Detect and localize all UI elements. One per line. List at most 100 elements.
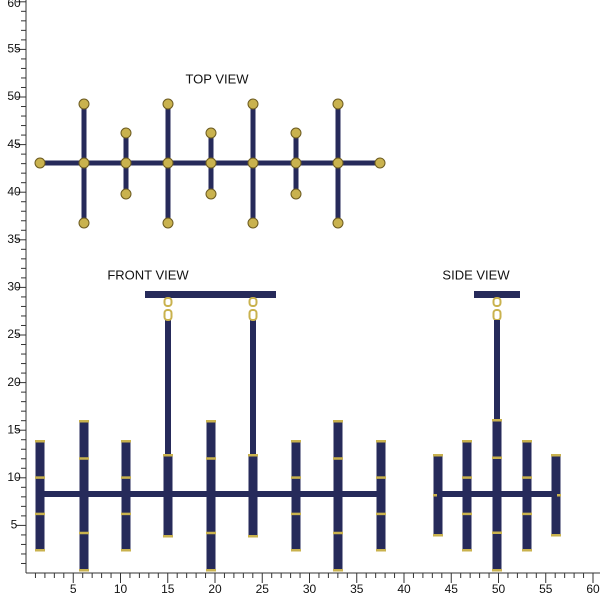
x-tick-label: 5 xyxy=(70,582,77,596)
x-tick-label: 15 xyxy=(161,582,175,596)
part xyxy=(35,549,45,552)
knob xyxy=(290,157,302,169)
part xyxy=(121,512,131,516)
part xyxy=(492,569,502,572)
part xyxy=(79,569,89,572)
knob xyxy=(162,157,174,169)
part xyxy=(462,549,472,552)
part xyxy=(291,512,301,516)
knob xyxy=(34,157,46,169)
part xyxy=(551,534,561,537)
part xyxy=(462,440,472,443)
part xyxy=(35,476,45,479)
knob xyxy=(247,217,259,229)
knob xyxy=(205,188,217,200)
part xyxy=(333,569,343,572)
part xyxy=(494,320,500,420)
part xyxy=(248,454,258,457)
part xyxy=(206,569,216,572)
knob xyxy=(374,157,386,169)
part xyxy=(145,291,276,298)
part xyxy=(79,531,89,535)
part xyxy=(433,534,443,537)
part xyxy=(333,531,343,535)
part xyxy=(522,512,532,516)
knob xyxy=(247,98,259,110)
knob xyxy=(332,157,344,169)
knob xyxy=(120,127,132,139)
part xyxy=(163,454,173,457)
y-tick-label: 30 xyxy=(7,280,21,294)
x-tick-label: 20 xyxy=(208,582,222,596)
part xyxy=(462,476,472,479)
part xyxy=(376,440,386,443)
chain xyxy=(492,309,502,321)
part xyxy=(165,320,171,460)
y-tick-label: 20 xyxy=(7,375,21,389)
part xyxy=(163,535,173,538)
y-tick-label: 5 xyxy=(11,518,18,532)
knob xyxy=(78,157,90,169)
view-title: FRONT VIEW xyxy=(107,267,189,282)
chain xyxy=(492,297,502,307)
knob xyxy=(332,217,344,229)
y-tick-label: 40 xyxy=(7,184,21,198)
part xyxy=(437,491,557,497)
part xyxy=(206,420,216,423)
part xyxy=(248,535,258,538)
knob xyxy=(78,98,90,110)
part xyxy=(79,420,89,423)
x-tick-label: 10 xyxy=(114,582,128,596)
x-tick-label: 30 xyxy=(303,582,317,596)
y-tick-label: 15 xyxy=(7,422,21,436)
part xyxy=(121,440,131,443)
y-tick-label: 60 xyxy=(7,0,21,10)
part xyxy=(522,440,532,443)
y-tick-label: 55 xyxy=(7,42,21,56)
part xyxy=(474,291,520,298)
knob xyxy=(205,157,217,169)
view-title: SIDE VIEW xyxy=(442,267,510,282)
part xyxy=(250,320,256,460)
y-tick-label: 25 xyxy=(7,327,21,341)
y-tick-label: 45 xyxy=(7,137,21,151)
part xyxy=(121,549,131,552)
x-tick-label: 60 xyxy=(586,582,600,596)
x-tick-label: 55 xyxy=(539,582,553,596)
part xyxy=(206,531,216,535)
knob xyxy=(162,217,174,229)
part xyxy=(492,456,502,459)
part xyxy=(522,549,532,552)
knob xyxy=(290,127,302,139)
knob xyxy=(162,98,174,110)
chain xyxy=(248,297,258,307)
part xyxy=(35,512,45,516)
part xyxy=(376,512,386,516)
x-tick-label: 45 xyxy=(445,582,459,596)
part xyxy=(333,457,343,460)
part xyxy=(291,440,301,443)
chain xyxy=(163,309,173,321)
part xyxy=(291,549,301,552)
y-tick-label: 10 xyxy=(7,470,21,484)
part xyxy=(206,457,216,460)
x-tick-label: 50 xyxy=(492,582,506,596)
x-tick-label: 35 xyxy=(350,582,364,596)
part xyxy=(40,491,381,497)
y-tick-label: 50 xyxy=(7,89,21,103)
knob xyxy=(78,217,90,229)
y-tick-label: 35 xyxy=(7,232,21,246)
part xyxy=(35,440,45,443)
part xyxy=(333,420,343,423)
knob xyxy=(290,188,302,200)
chain xyxy=(248,309,258,321)
part xyxy=(433,454,443,457)
part xyxy=(522,476,532,479)
part xyxy=(492,531,502,534)
part xyxy=(291,476,301,479)
part xyxy=(376,549,386,552)
part xyxy=(79,457,89,460)
chain xyxy=(163,297,173,307)
x-tick-label: 25 xyxy=(256,582,270,596)
